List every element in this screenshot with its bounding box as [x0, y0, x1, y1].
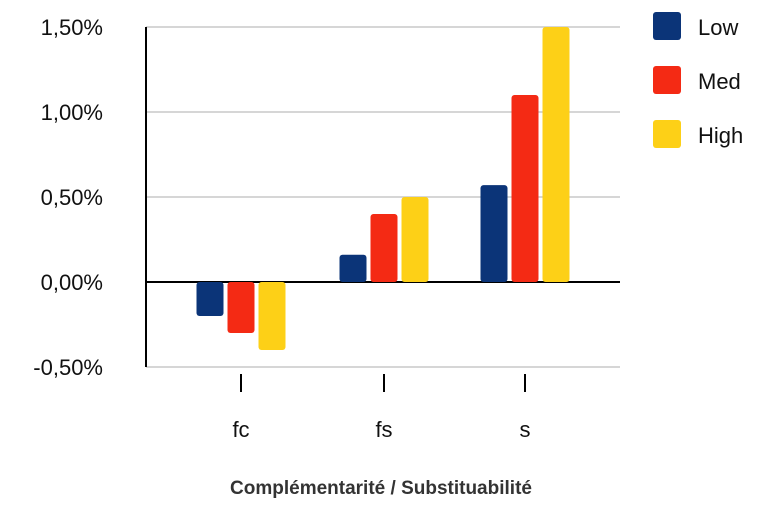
y-tick-label: 1,50%: [41, 15, 103, 40]
y-tick-label: 0,50%: [41, 185, 103, 210]
bar-high-s: [542, 27, 570, 282]
legend-label-med: Med: [698, 69, 741, 94]
legend-swatch-high: [653, 120, 681, 148]
x-tick-label: s: [520, 417, 531, 442]
bars: [196, 27, 570, 350]
y-tick-label: -0,50%: [33, 355, 103, 380]
bar-low-s: [480, 185, 508, 282]
bar-med-s: [511, 95, 539, 282]
x-tick-labels: fc fs s: [232, 374, 531, 442]
y-tick-label: 1,00%: [41, 100, 103, 125]
bar-med-fs: [370, 214, 398, 282]
legend: Low Med High: [653, 12, 743, 148]
x-tick-label: fc: [232, 417, 249, 442]
bar-med-fc: [227, 282, 255, 333]
bar-high-fc: [258, 282, 286, 350]
y-tick-label: 0,00%: [41, 270, 103, 295]
legend-label-high: High: [698, 123, 743, 148]
y-tick-labels: -0,50% 0,00% 0,50% 1,00% 1,50%: [33, 15, 103, 380]
bar-high-fs: [401, 197, 429, 282]
legend-swatch-low: [653, 12, 681, 40]
x-tick-label: fs: [375, 417, 392, 442]
legend-swatch-med: [653, 66, 681, 94]
bar-low-fs: [339, 254, 367, 282]
x-axis-title: Complémentarité / Substituabilité: [230, 478, 532, 499]
gridlines: [146, 26, 620, 368]
bar-low-fc: [196, 282, 224, 316]
legend-label-low: Low: [698, 15, 738, 40]
